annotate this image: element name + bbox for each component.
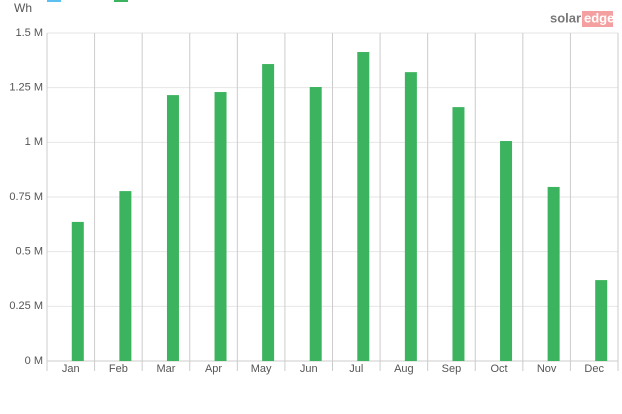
x-tick-label: Sep (442, 363, 462, 375)
bar (71, 221, 84, 361)
x-tick-label: Jun (300, 363, 318, 375)
x-tick-label: Feb (109, 363, 128, 375)
y-tick-label: 0.5 M (15, 246, 43, 258)
bar (404, 72, 417, 362)
x-tick-label: Jan (62, 363, 80, 375)
logo-left: solar (550, 10, 581, 25)
x-tick-label: Nov (537, 363, 557, 375)
bar (309, 87, 322, 361)
x-tick-label: Dec (584, 363, 604, 375)
legend-swatch (114, 0, 128, 2)
y-tick-label: 1.5 M (15, 27, 43, 39)
bar (452, 107, 465, 362)
x-tick-label: Jul (349, 363, 363, 375)
y-tick-label: 0.25 M (9, 300, 43, 312)
logo-box (582, 11, 613, 27)
bar (547, 186, 560, 361)
y-tick-label: 1.25 M (9, 82, 43, 94)
logo-right: edge (584, 10, 614, 25)
legend-swatch (47, 0, 61, 2)
x-tick-label: Aug (394, 363, 414, 375)
x-tick-label: Apr (205, 363, 222, 375)
y-axis-label: Wh (14, 1, 32, 15)
bar (262, 64, 275, 362)
y-tick-label: 0 M (25, 355, 43, 367)
x-tick-label: May (251, 363, 272, 375)
x-tick-label: Oct (490, 363, 507, 375)
bar (500, 141, 513, 361)
bar (214, 92, 227, 361)
y-tick-label: 0.75 M (9, 191, 43, 203)
x-tick-label: Mar (156, 363, 175, 375)
bar (119, 191, 132, 361)
y-tick-label: 1 M (25, 136, 43, 148)
bar (357, 52, 370, 362)
bar (166, 95, 179, 362)
bar (595, 280, 608, 361)
